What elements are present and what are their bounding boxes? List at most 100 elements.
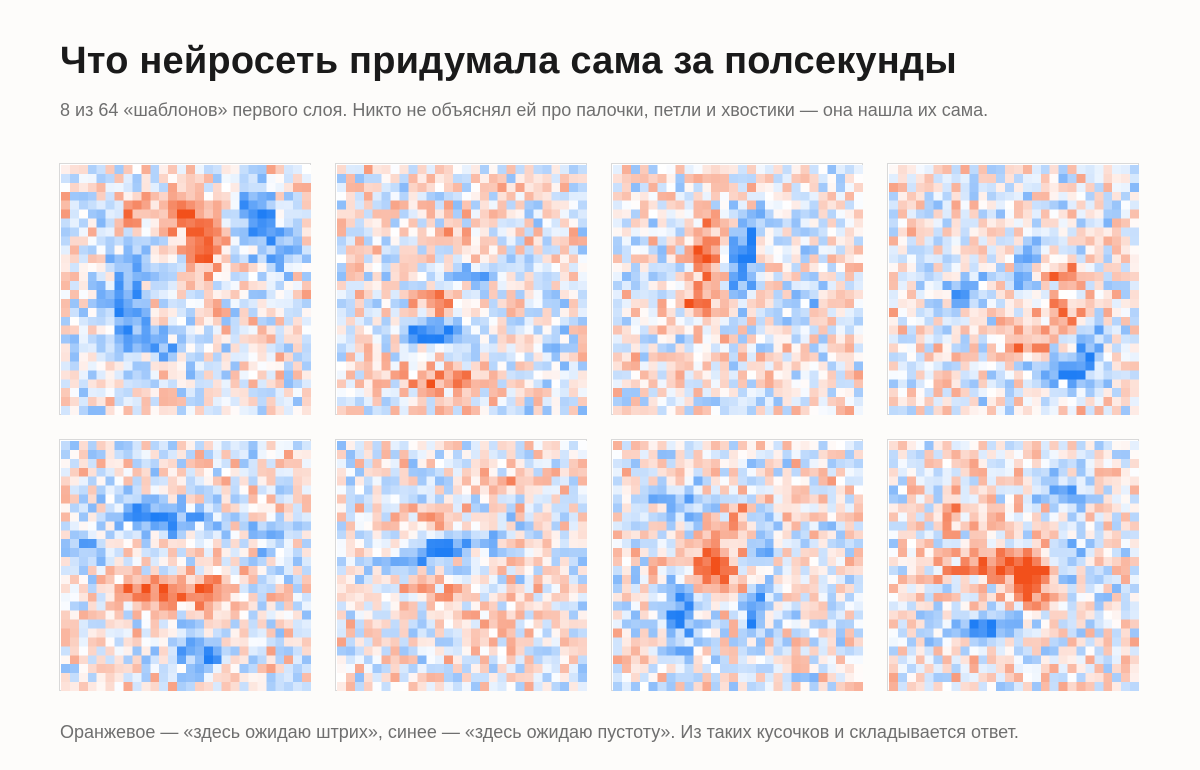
- heatmap-cell: [435, 182, 445, 193]
- heatmap-cell: [372, 173, 382, 184]
- heatmap-cell: [578, 209, 587, 219]
- heatmap-cell: [96, 227, 106, 237]
- heatmap-cell: [150, 254, 160, 264]
- heatmap-cell: [693, 165, 703, 175]
- heatmap-cell: [515, 682, 525, 691]
- heatmap-cell: [435, 281, 445, 291]
- heatmap-cell: [302, 583, 311, 594]
- heatmap-cell: [639, 388, 650, 398]
- heatmap-cell: [818, 182, 828, 193]
- heatmap-cell: [123, 619, 133, 629]
- heatmap-cell: [533, 449, 543, 460]
- heatmap-cell: [836, 476, 846, 486]
- heatmap-cell: [275, 673, 285, 683]
- heatmap-cell: [87, 530, 98, 540]
- heatmap-cell: [578, 458, 587, 469]
- heatmap-cell: [203, 548, 214, 558]
- heatmap-cell: [1094, 298, 1104, 309]
- heatmap-cell: [524, 673, 534, 683]
- heatmap-cell: [1103, 298, 1113, 309]
- heatmap-cell: [87, 566, 98, 576]
- heatmap-cell: [302, 628, 311, 638]
- heatmap-cell: [150, 165, 160, 175]
- heatmap-cell: [257, 379, 267, 389]
- heatmap-cell: [1094, 325, 1104, 335]
- heatmap-cell: [186, 343, 196, 353]
- heatmap-cell: [248, 316, 258, 327]
- heatmap-cell: [755, 521, 766, 531]
- heatmap-cell: [444, 361, 454, 371]
- heatmap-cell: [284, 449, 294, 460]
- heatmap-cell: [524, 388, 534, 398]
- heatmap-cell: [275, 548, 285, 558]
- heatmap-cell: [560, 601, 570, 611]
- heatmap-cell: [194, 512, 205, 522]
- heatmap-cell: [87, 218, 98, 228]
- heatmap-cell: [230, 254, 240, 264]
- heatmap-cell: [621, 361, 632, 371]
- heatmap-cell: [621, 485, 632, 495]
- heatmap-cell: [854, 316, 863, 327]
- heatmap-cell: [791, 281, 801, 291]
- heatmap-cell: [987, 236, 997, 246]
- heatmap-cell: [524, 592, 534, 603]
- heatmap-cell: [462, 664, 472, 674]
- heatmap-cell: [203, 574, 214, 585]
- heatmap-cell: [78, 566, 89, 576]
- heatmap-cell: [177, 449, 187, 460]
- heatmap-cell: [845, 334, 855, 344]
- heatmap-cell: [399, 334, 409, 344]
- heatmap-cell: [711, 173, 721, 184]
- heatmap-cell: [186, 619, 196, 629]
- heatmap-cell: [390, 361, 400, 371]
- heatmap-cell: [506, 227, 516, 237]
- heatmap-cell: [809, 281, 819, 291]
- heatmap-cell: [114, 503, 124, 513]
- heatmap-cell: [203, 530, 214, 540]
- heatmap-cell: [1085, 182, 1095, 193]
- heatmap-cell: [639, 254, 650, 264]
- heatmap-cell: [69, 458, 80, 469]
- heatmap-cell: [284, 218, 294, 228]
- heatmap-cell: [613, 370, 623, 380]
- heatmap-cell: [729, 485, 739, 495]
- heatmap-cell: [897, 209, 908, 219]
- heatmap-cell: [248, 619, 258, 629]
- heatmap-cell: [470, 539, 481, 549]
- heatmap-cell: [177, 245, 187, 255]
- heatmap-cell: [666, 272, 676, 282]
- heatmap-cell: [924, 298, 934, 309]
- heatmap-cell: [578, 664, 587, 674]
- heatmap-cell: [230, 406, 240, 415]
- heatmap-cell: [1103, 361, 1113, 371]
- heatmap-cell: [542, 458, 552, 469]
- heatmap-cell: [702, 182, 712, 193]
- heatmap-cell: [630, 521, 641, 531]
- heatmap-cell: [239, 406, 249, 415]
- heatmap-cell: [648, 388, 658, 398]
- heatmap-cell: [105, 566, 115, 576]
- heatmap-cell: [453, 182, 463, 193]
- heatmap-cell: [791, 441, 801, 451]
- heatmap-cell: [132, 218, 142, 228]
- heatmap-cell: [203, 254, 214, 264]
- heatmap-cell: [345, 521, 356, 531]
- heatmap-cell: [363, 530, 374, 540]
- heatmap-cell: [560, 406, 570, 415]
- heatmap-cell: [524, 449, 534, 460]
- heatmap-cell: [168, 574, 178, 585]
- heatmap-cell: [648, 272, 658, 282]
- heatmap-cell: [354, 182, 365, 193]
- heatmap-cell: [1049, 406, 1059, 415]
- heatmap-cell: [578, 610, 587, 620]
- heatmap-cell: [78, 307, 89, 318]
- heatmap-cell: [1130, 165, 1139, 175]
- heatmap-cell: [1121, 352, 1131, 362]
- heatmap-cell: [515, 476, 525, 486]
- heatmap-cell: [746, 494, 757, 504]
- heatmap-cell: [1121, 290, 1131, 300]
- heatmap-cell: [345, 191, 356, 202]
- heatmap-cell: [969, 406, 979, 415]
- heatmap-cell: [177, 209, 187, 219]
- heatmap-cell: [702, 485, 712, 495]
